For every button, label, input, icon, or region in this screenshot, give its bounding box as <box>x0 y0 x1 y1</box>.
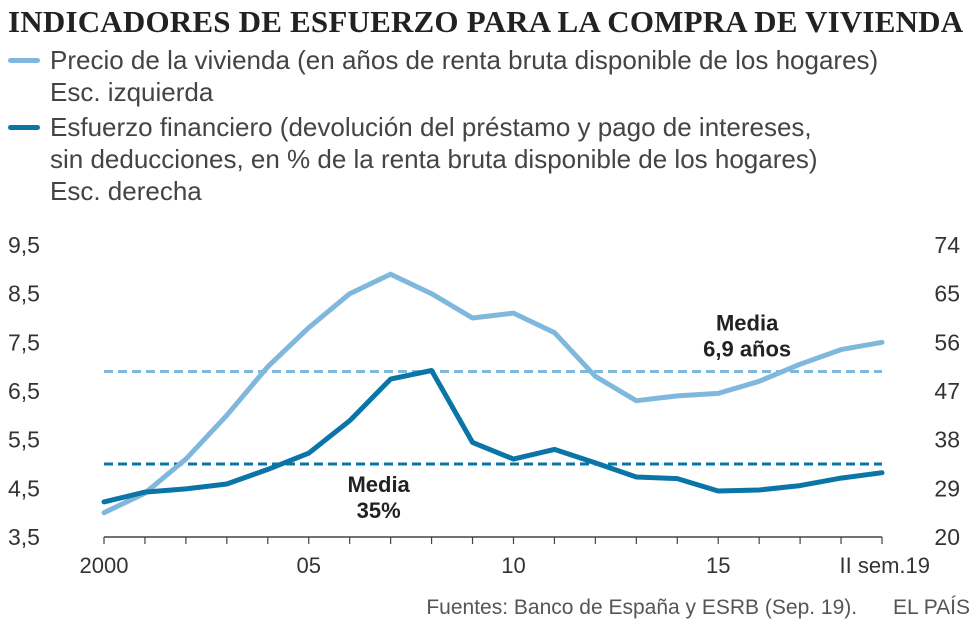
left-axis-tick-label: 4,5 <box>8 475 40 501</box>
x-axis-tick-label: 10 <box>501 553 525 578</box>
left-axis-tick-label: 5,5 <box>8 427 40 453</box>
x-axis-tick-label: II sem.19 <box>840 553 930 578</box>
media-precio-label-title: Media <box>716 311 779 336</box>
legend-swatch-price <box>8 58 40 63</box>
left-axis-tick-label: 6,5 <box>8 378 40 404</box>
right-axis-tick-label: 56 <box>934 329 960 355</box>
legend-item-price: Precio de la vivienda (en años de renta … <box>8 44 968 108</box>
legend-label-effort-cont: sin deducciones, en % de la renta bruta … <box>50 144 818 174</box>
legend-label-effort: Esfuerzo financiero (devolución del prés… <box>50 112 812 142</box>
left-axis-tick-label: 3,5 <box>8 524 40 550</box>
legend-swatch-effort <box>8 125 40 130</box>
left-axis-tick-label: 8,5 <box>8 281 40 307</box>
legend: Precio de la vivienda (en años de renta … <box>8 44 968 207</box>
right-axis-tick-label: 29 <box>934 475 960 501</box>
left-axis-tick-label: 7,5 <box>8 329 40 355</box>
x-axis-tick-label: 15 <box>706 553 730 578</box>
series-line-esfuerzo <box>101 368 885 505</box>
legend-label-price: Precio de la vivienda (en años de renta … <box>50 45 879 75</box>
right-axis-tick-label: 74 <box>934 232 960 258</box>
media-precio-label-value: 6,9 años <box>703 337 791 362</box>
brand-logo: EL PAÍS <box>892 596 970 619</box>
series-line-precio <box>101 271 885 516</box>
media-esfuerzo-label-title: Media <box>347 472 410 497</box>
chart-title: INDICADORES DE ESFUERZO PARA LA COMPRA D… <box>8 4 964 39</box>
right-axis-tick-label: 20 <box>934 524 960 550</box>
media-esfuerzo-label-value: 35% <box>357 498 401 523</box>
right-axis-tick-label: 47 <box>934 378 960 404</box>
right-axis-tick-label: 38 <box>934 427 960 453</box>
x-axis-tick-label: 05 <box>296 553 320 578</box>
footer: Fuentes: Banco de España y ESRB (Sep. 19… <box>426 596 970 620</box>
x-axis-tick-label: 2000 <box>80 553 129 578</box>
right-axis-tick-label: 65 <box>934 281 960 307</box>
legend-item-effort: Esfuerzo financiero (devolución del prés… <box>8 111 968 207</box>
legend-scale-effort: Esc. derecha <box>50 176 202 206</box>
left-axis-tick-label: 9,5 <box>8 232 40 258</box>
legend-scale-price: Esc. izquierda <box>50 77 214 107</box>
source-note: Fuentes: Banco de España y ESRB (Sep. 19… <box>426 596 858 619</box>
